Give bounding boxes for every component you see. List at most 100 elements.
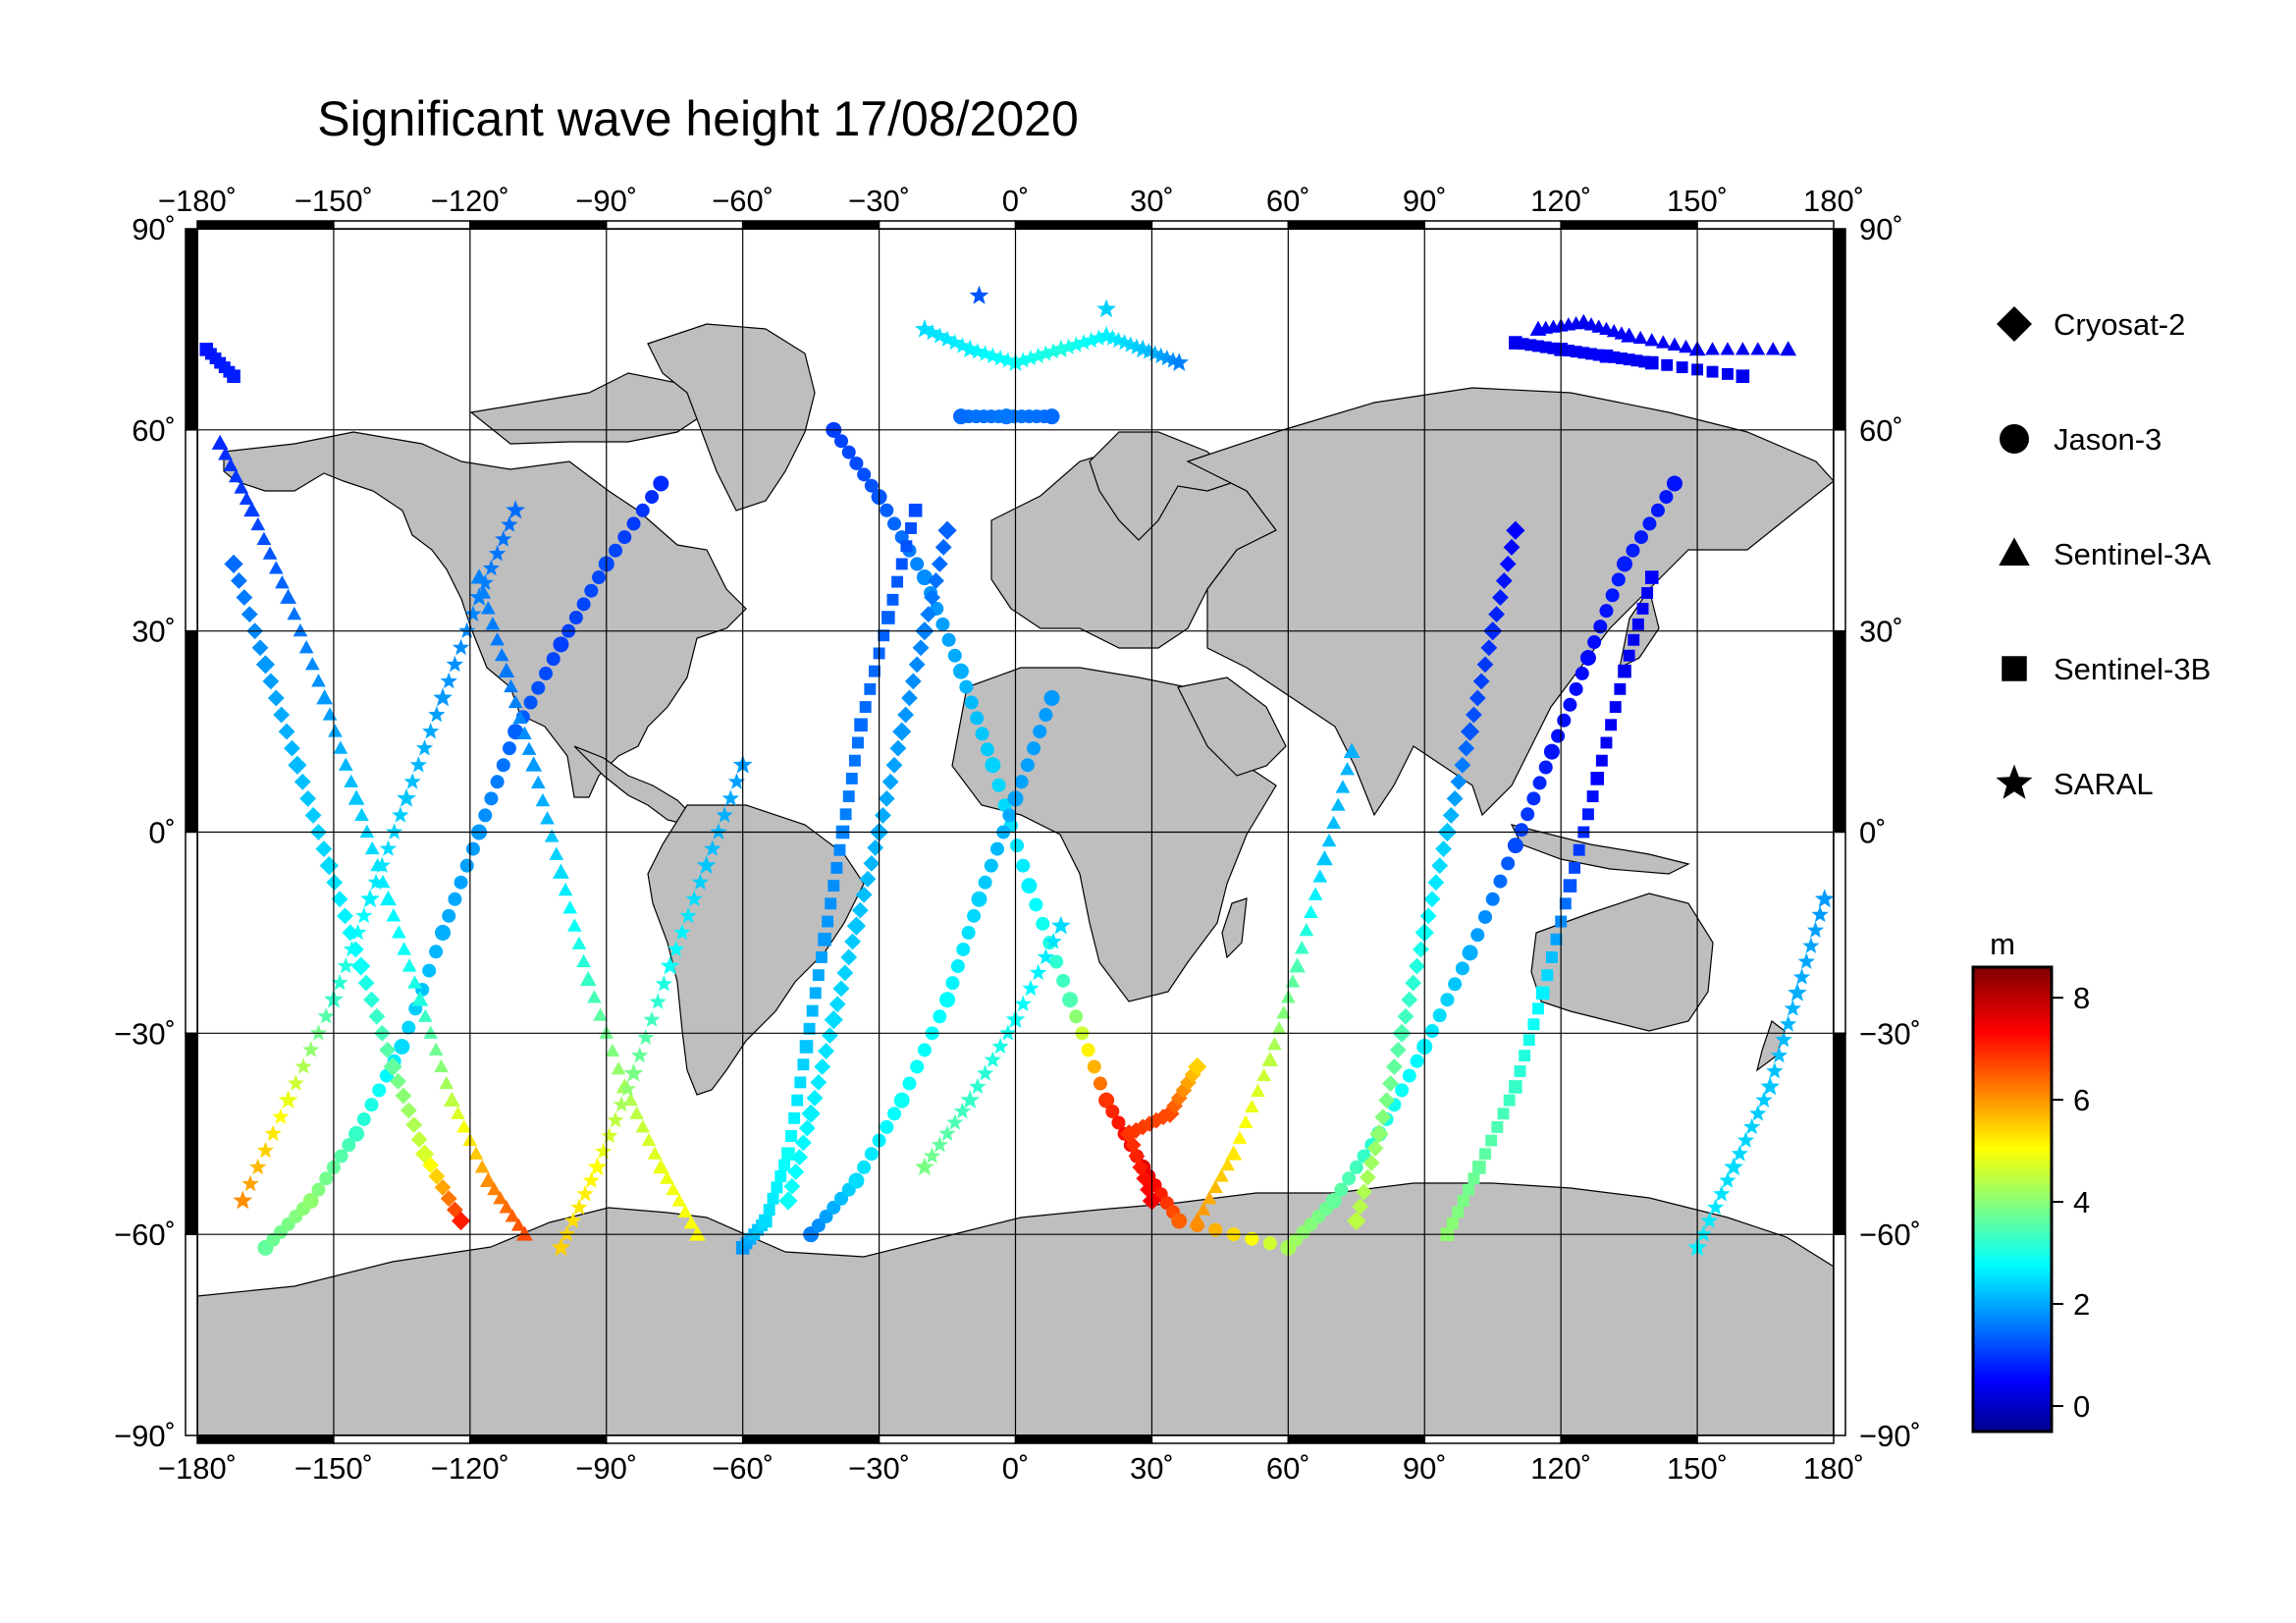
track-point: [635, 1119, 651, 1133]
track-point: [1325, 1193, 1342, 1210]
track-point: [1315, 850, 1333, 866]
track-point: [759, 1214, 773, 1228]
track-point: [1541, 969, 1554, 982]
track-point: [1435, 840, 1452, 857]
track-point: [359, 824, 375, 839]
track-point: [1251, 1083, 1265, 1098]
track-point: [1412, 941, 1429, 958]
track-point: [315, 840, 333, 857]
track-point: [1093, 1076, 1107, 1091]
track-point: [587, 990, 602, 1003]
track-point: [1788, 983, 1807, 1001]
track-point: [810, 1074, 828, 1091]
y-tick-label-right: 30˚: [1859, 615, 1903, 649]
track-point: [1615, 352, 1628, 364]
track-point: [1784, 1000, 1801, 1016]
track-point: [1522, 1034, 1535, 1047]
track-point: [576, 953, 591, 968]
track-point: [558, 882, 573, 896]
track-point: [331, 891, 348, 908]
track-point: [564, 1212, 582, 1228]
track-point: [897, 706, 914, 724]
track-point: [1027, 741, 1041, 756]
track-point: [1022, 349, 1040, 366]
track-point: [1547, 342, 1560, 354]
track-point: [456, 1119, 472, 1133]
x-tick-label-bottom: −60˚: [712, 1451, 774, 1486]
track-point: [984, 347, 1001, 364]
track-point: [243, 501, 260, 517]
track-point: [1700, 1212, 1719, 1228]
track-point: [878, 629, 890, 642]
track-point: [364, 1098, 379, 1112]
x-tick-label-top: 60˚: [1266, 184, 1310, 218]
track-point: [510, 1217, 526, 1231]
track-point: [1573, 843, 1585, 856]
track-point: [1532, 1002, 1544, 1015]
track-point: [1347, 1211, 1366, 1231]
track-point: [224, 554, 243, 573]
track-point: [1154, 1109, 1172, 1126]
track-point: [833, 843, 846, 856]
track-point: [311, 674, 326, 687]
track-point: [367, 873, 385, 891]
track-point: [1378, 1092, 1396, 1109]
track-point: [502, 741, 516, 756]
track-point: [1592, 349, 1605, 361]
border-segment-bottom: [1287, 1434, 1426, 1444]
track-point: [506, 500, 525, 519]
track-point: [1636, 602, 1649, 615]
track-point: [1605, 588, 1620, 603]
track-point: [655, 975, 673, 992]
track-point: [977, 345, 994, 361]
track-point: [666, 1181, 681, 1196]
track-point: [785, 1130, 798, 1142]
track-point: [1232, 1130, 1248, 1144]
track-point: [904, 673, 922, 690]
track-point: [917, 1043, 932, 1057]
border-segment-top: [878, 220, 1017, 230]
track-point: [1731, 1145, 1748, 1162]
track-point: [1644, 570, 1659, 584]
track-point: [1661, 358, 1674, 371]
track-point: [984, 1051, 1001, 1067]
track-point: [1521, 807, 1535, 822]
track-point: [1493, 874, 1508, 889]
track-point: [818, 1043, 834, 1059]
track-point: [1806, 921, 1825, 938]
track-point: [959, 679, 974, 694]
track-point: [1081, 1043, 1095, 1057]
colorbar-tick-label: 2: [2073, 1287, 2090, 1322]
track-point: [1208, 1222, 1223, 1237]
track-point: [1679, 339, 1693, 353]
track-point: [448, 892, 462, 906]
track-point: [553, 863, 569, 879]
track-point: [347, 789, 365, 805]
track-point: [1569, 861, 1581, 874]
track-point: [415, 739, 434, 756]
track-point: [1196, 1202, 1211, 1216]
border-segment-top: [333, 220, 471, 230]
track-point: [778, 1159, 791, 1171]
track-point: [673, 923, 691, 941]
track-point: [1119, 1124, 1139, 1144]
track-point: [863, 854, 881, 872]
track-point: [451, 1106, 465, 1119]
track-point: [407, 975, 422, 989]
track-point: [1509, 1080, 1522, 1094]
track-point: [1466, 706, 1482, 724]
track-point: [937, 520, 957, 540]
track-point: [961, 925, 976, 940]
x-tick-label-bottom: −150˚: [294, 1451, 373, 1486]
track-point: [975, 727, 989, 741]
colorbar-tick-label: 6: [2073, 1083, 2090, 1117]
border-segment-bottom: [1150, 1434, 1290, 1444]
track-point: [1780, 341, 1797, 356]
track-point: [386, 908, 401, 922]
track-point: [815, 951, 828, 963]
track-point: [1470, 928, 1485, 943]
track-point: [440, 672, 457, 689]
track-point: [601, 1126, 618, 1144]
track-point: [1557, 713, 1572, 728]
track-point: [1014, 775, 1029, 789]
